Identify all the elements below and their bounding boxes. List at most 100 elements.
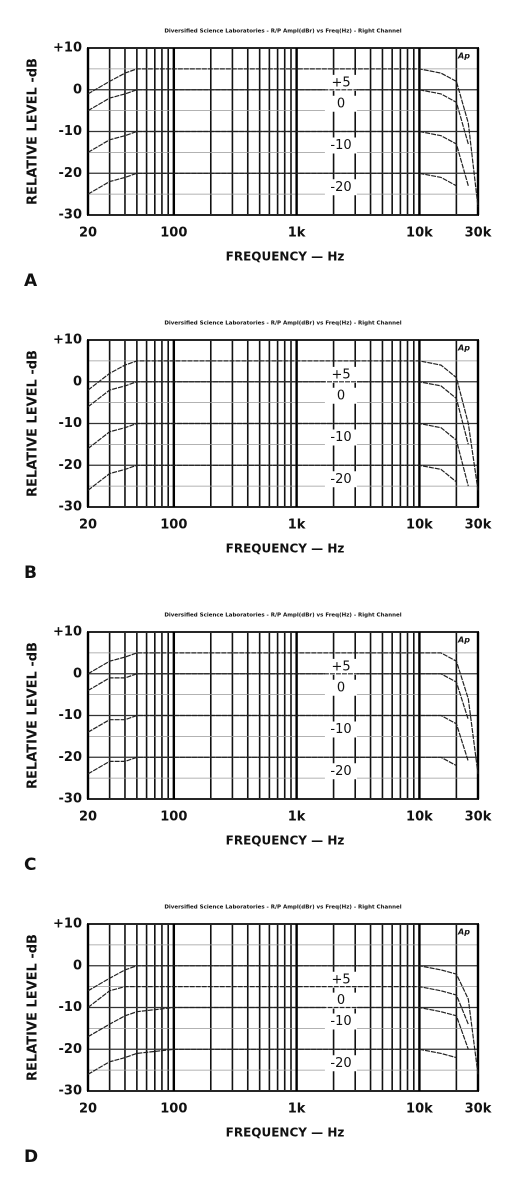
x-tick-label: 20 [79,518,97,533]
y-tick-label: +10 [53,625,82,640]
series-label-bg [324,1013,357,1030]
logo: Ap [457,636,470,645]
chart-panel: Diversified Science Laboratories - R/P A… [24,321,492,584]
chart-title: Diversified Science Laboratories - R/P A… [164,321,401,327]
y-tick-label: -20 [59,1042,83,1057]
series-line [87,130,469,186]
x-tick-label: 1k [288,810,306,825]
x-tick-label: 30k [465,1102,492,1117]
series-line [87,464,457,491]
series-label-bg [324,763,357,780]
x-axis-label: FREQUENCY — Hz [226,542,345,556]
series-label-bg [324,366,357,383]
y-tick-label: +10 [53,41,82,56]
chart-title: Diversified Science Laboratories - R/P A… [164,613,401,619]
x-tick-label: 30k [465,226,492,241]
panel-label: C [24,855,36,875]
series-label: +5 [331,972,350,987]
y-tick-label: 0 [73,958,82,973]
series-line [87,714,469,762]
series-label: -10 [330,138,351,153]
series-label-bg [324,658,357,675]
x-axis-label: FREQUENCY — Hz [226,1126,345,1140]
series-label: -20 [330,472,351,487]
series-line [87,68,479,207]
x-tick-label: 20 [79,226,97,241]
x-tick-label: 20 [79,810,97,825]
chart-panel: Diversified Science Laboratories - R/P A… [24,613,492,876]
series-line [87,965,479,1075]
panel-label: D [24,1147,38,1167]
series-label-bg [324,74,357,91]
y-tick-label: -30 [59,1084,83,1099]
series-line [87,360,479,491]
logo: Ap [457,344,470,353]
y-tick-label: -10 [59,416,83,431]
x-tick-label: 10k [406,1102,433,1117]
y-tick-label: 0 [73,666,82,681]
panel-label: A [24,271,38,291]
x-tick-label: 30k [465,810,492,825]
series-line [87,89,469,145]
logo: Ap [457,928,470,937]
x-tick-label: 100 [160,1102,187,1117]
series-label-bg [324,387,357,404]
series-label-bg [324,429,357,446]
y-tick-label: +10 [53,917,82,932]
y-tick-label: -30 [59,500,83,515]
series-line [87,381,469,445]
x-tick-label: 1k [288,226,306,241]
x-tick-label: 20 [79,1102,97,1117]
y-tick-label: +10 [53,333,82,348]
x-tick-label: 30k [465,518,492,533]
series-label-bg [324,1055,357,1072]
series-line [87,1048,457,1075]
series-label: -10 [330,1014,351,1029]
series-label-bg [324,95,357,112]
series-label: +5 [331,75,350,90]
series-label: 0 [337,388,345,403]
series-line [87,1006,469,1050]
series-label: 0 [337,993,345,1008]
x-axis-label: FREQUENCY — Hz [226,834,345,848]
series-line [87,756,457,775]
series-label-bg [324,137,357,154]
series-label: -20 [330,1056,351,1071]
x-tick-label: 10k [406,226,433,241]
series-label-bg [324,179,357,196]
series-label: -20 [330,764,351,779]
y-tick-label: -10 [59,708,83,723]
chart-panel: Diversified Science Laboratories - R/P A… [24,905,492,1168]
x-tick-label: 100 [160,810,187,825]
chart-title: Diversified Science Laboratories - R/P A… [164,905,401,911]
series-line [87,172,457,195]
y-tick-label: -30 [59,792,83,807]
y-axis-label: RELATIVE LEVEL -dB [26,58,41,205]
panel-label: B [24,563,37,583]
y-tick-label: -10 [59,124,83,139]
y-tick-label: 0 [73,374,82,389]
y-tick-label: -20 [59,166,83,181]
chart-title: Diversified Science Laboratories - R/P A… [164,29,401,35]
series-label: +5 [331,367,350,382]
y-tick-label: -10 [59,1000,83,1015]
chart-panel: Diversified Science Laboratories - R/P A… [24,29,492,292]
series-label-bg [324,471,357,488]
y-axis-label: RELATIVE LEVEL -dB [26,350,41,497]
y-tick-label: -20 [59,458,83,473]
series-label: -10 [330,430,351,445]
y-tick-label: -30 [59,208,83,223]
y-axis-label: RELATIVE LEVEL -dB [26,642,41,789]
x-tick-label: 10k [406,810,433,825]
series-label-bg [324,679,357,696]
y-tick-label: -20 [59,750,83,765]
series-label-bg [324,721,357,738]
series-label: 0 [337,680,345,695]
x-tick-label: 100 [160,226,187,241]
series-label-bg [324,971,357,988]
logo: Ap [457,52,470,61]
x-tick-label: 100 [160,518,187,533]
series-label: +5 [331,659,350,674]
x-tick-label: 10k [406,518,433,533]
